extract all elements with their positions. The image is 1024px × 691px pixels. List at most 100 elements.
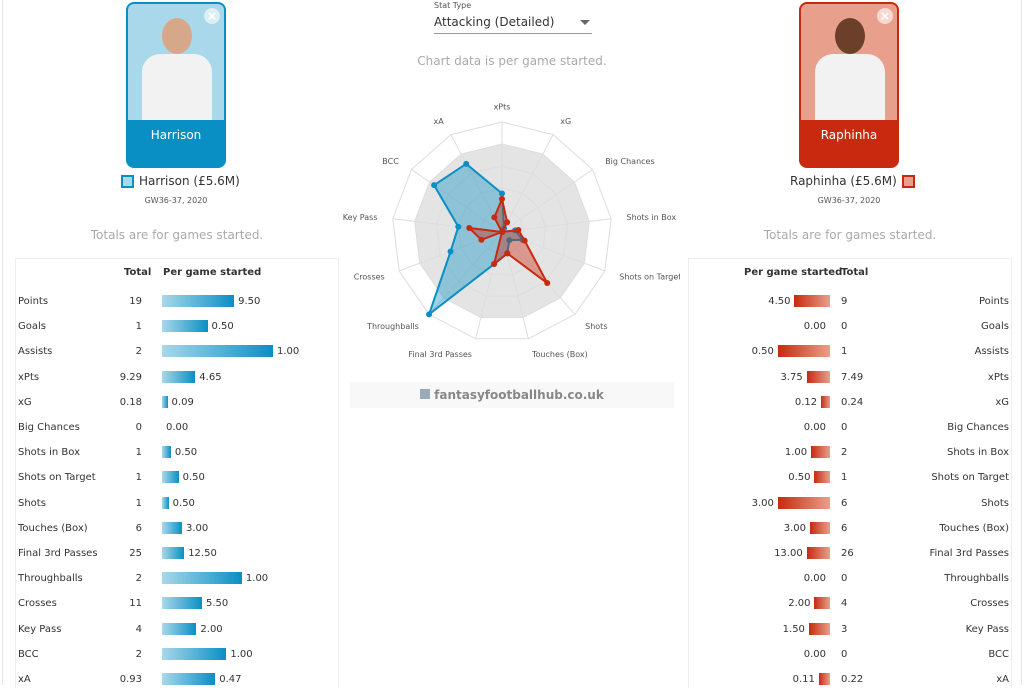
stat-name: Shots in Box: [947, 447, 1009, 459]
stat-per-game: 0.00: [803, 321, 826, 333]
stat-name: Shots: [981, 497, 1009, 509]
data-point: [491, 261, 498, 268]
stat-total: 1: [841, 472, 848, 484]
stat-name: xG: [18, 396, 32, 408]
data-point: [499, 229, 505, 235]
stat-bar: [808, 622, 830, 635]
stat-total: 7.49: [841, 371, 864, 383]
axis-label: Key Pass: [343, 213, 378, 222]
stat-row: Shots in Box 2 1.00: [689, 444, 1011, 464]
stat-total: 6: [841, 497, 848, 509]
radar-grid: [435, 165, 569, 297]
stat-per-game: 0.50: [182, 472, 205, 484]
stat-bar: [162, 295, 235, 307]
radar-spoke: [501, 231, 529, 339]
stat-name: Points: [18, 296, 49, 307]
left-stats-table: Total Per game started Points 19 9.50 Goa…: [15, 258, 339, 688]
stat-row: xG 0.24 0.12: [689, 394, 1011, 414]
stat-name: Shots in Box: [18, 447, 80, 459]
stat-name: Shots on Target: [931, 472, 1009, 484]
stat-bar: [162, 320, 208, 333]
data-point: [521, 237, 528, 244]
chevron-down-icon: [580, 20, 590, 25]
stat-bar: [806, 547, 830, 559]
radar-grid: [479, 209, 525, 254]
data-point: [426, 311, 433, 318]
stat-total: 3: [841, 623, 848, 635]
stat-per-game: 0.00: [166, 422, 189, 433]
stat-per-game: 4.65: [199, 371, 222, 383]
axis-label: Big Chances: [605, 157, 654, 166]
axis-label: Touches (Box): [531, 350, 588, 359]
stat-row: xA 0.93 0.47: [16, 671, 338, 691]
stat-total: 0: [135, 422, 142, 433]
axis-label: Shots in Box: [626, 213, 676, 222]
stat-bar: [162, 572, 242, 585]
stat-name: xG: [995, 396, 1009, 408]
stat-name: xA: [996, 674, 1009, 685]
legend-swatch: [901, 174, 915, 188]
left-player-card[interactable]: Harrison ×: [126, 2, 226, 168]
stat-bar: [162, 597, 202, 610]
stat-row: Big Chances 0 0.00: [689, 419, 1011, 439]
axis-label: xA: [434, 117, 445, 126]
stat-name: Final 3rd Passes: [929, 548, 1009, 559]
stat-row: Crosses 4 2.00: [689, 595, 1011, 615]
stat-name: xA: [18, 674, 31, 685]
col-per-game: Per game started: [163, 267, 262, 278]
stat-bar: [794, 295, 830, 307]
stat-bar: [162, 622, 197, 635]
stat-per-game: 9.50: [238, 296, 261, 307]
stat-per-game: 12.50: [188, 548, 217, 559]
stat-row: Points 9 4.50: [689, 293, 1011, 313]
stat-name: Goals: [981, 321, 1009, 333]
stat-per-game: 2.00: [200, 623, 223, 635]
axis-label: Shots on Target: [619, 272, 680, 281]
stat-per-game: 1.00: [245, 573, 269, 585]
stat-name: Throughballs: [18, 573, 83, 585]
stat-row: Shots 6 3.00: [689, 495, 1011, 515]
stat-bar: [811, 446, 830, 459]
card-name: Raphinha: [820, 128, 878, 142]
stat-name: Big Chances: [18, 422, 80, 433]
stat-per-game: 0.00: [803, 422, 826, 433]
stat-name: Final 3rd Passes: [18, 548, 98, 559]
close-icon[interactable]: ×: [877, 8, 893, 24]
axis-label: Crosses: [354, 272, 385, 281]
stat-name: Shots: [18, 497, 46, 509]
stat-per-game: 0.09: [171, 396, 194, 408]
player-photo: [128, 4, 224, 120]
stat-per-game: 0.50: [174, 447, 198, 459]
stat-total: 0.24: [841, 396, 864, 408]
close-icon[interactable]: ×: [204, 8, 220, 24]
data-point: [455, 223, 462, 230]
stat-per-game: 3.00: [783, 522, 807, 534]
stat-row: Touches (Box) 6 3.00: [689, 520, 1011, 540]
stat-total: 25: [129, 548, 142, 559]
stat-per-game: 0.11: [792, 674, 815, 685]
card-name: Harrison: [150, 128, 202, 142]
logo-icon: [420, 389, 431, 399]
axis-label: Final 3rd Passes: [408, 350, 472, 359]
stat-total: 9: [841, 296, 848, 307]
stat-total: 0: [841, 321, 848, 333]
stat-row: Goals 1 0.50: [16, 318, 338, 338]
data-point: [478, 236, 485, 243]
data-point: [491, 214, 498, 221]
stat-total: 1: [135, 447, 142, 459]
stat-total: 6: [135, 522, 142, 534]
stat-type-select[interactable]: Attacking (Detailed): [434, 12, 592, 34]
data-point: [466, 225, 473, 232]
right-player-card[interactable]: Raphinha ×: [799, 2, 899, 168]
radar-grid: [392, 121, 612, 340]
right-player-label: Raphinha (£5.6M): [790, 174, 915, 188]
player-name: Raphinha (£5.6M): [790, 174, 897, 188]
stat-per-game: 13.00: [774, 548, 803, 559]
brand-watermark: fantasyfootballhub.co.uk: [350, 382, 674, 408]
stat-row: Shots 1 0.50: [16, 495, 338, 515]
stat-name: Key Pass: [18, 623, 62, 635]
data-point: [506, 237, 513, 244]
data-point: [515, 227, 522, 234]
brand-text: fantasyfootballhub.co.uk: [434, 388, 604, 402]
